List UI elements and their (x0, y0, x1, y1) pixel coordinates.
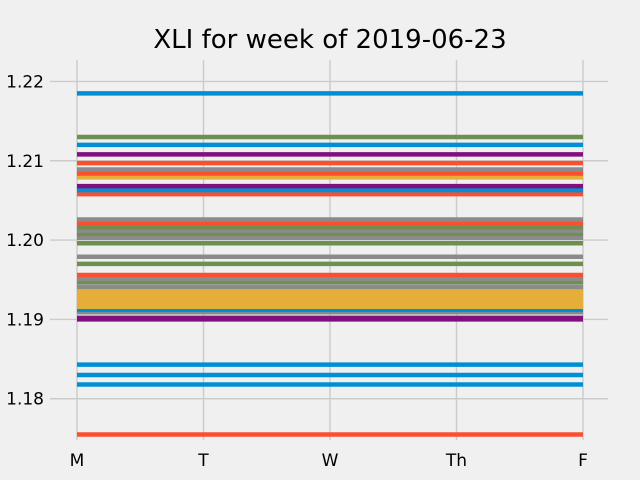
x-tick-label: W (322, 451, 339, 471)
series-lines (77, 91, 583, 437)
y-tick-label: 1.19 (6, 310, 44, 330)
y-tick-label: 1.21 (6, 152, 44, 172)
y-tick-label: 1.20 (6, 231, 44, 251)
y-axis: 1.18 1.19 1.20 1.21 1.22 (6, 72, 44, 409)
chart-title: XLI for week of 2019-06-23 (153, 25, 506, 55)
x-tick-label: T (197, 451, 209, 471)
x-tick-label: M (70, 451, 85, 471)
x-tick-label: F (578, 451, 588, 471)
x-tick-label: Th (445, 451, 467, 471)
y-tick-label: 1.22 (6, 72, 44, 92)
y-tick-label: 1.18 (6, 390, 44, 410)
x-axis: M T W Th F (70, 451, 588, 471)
